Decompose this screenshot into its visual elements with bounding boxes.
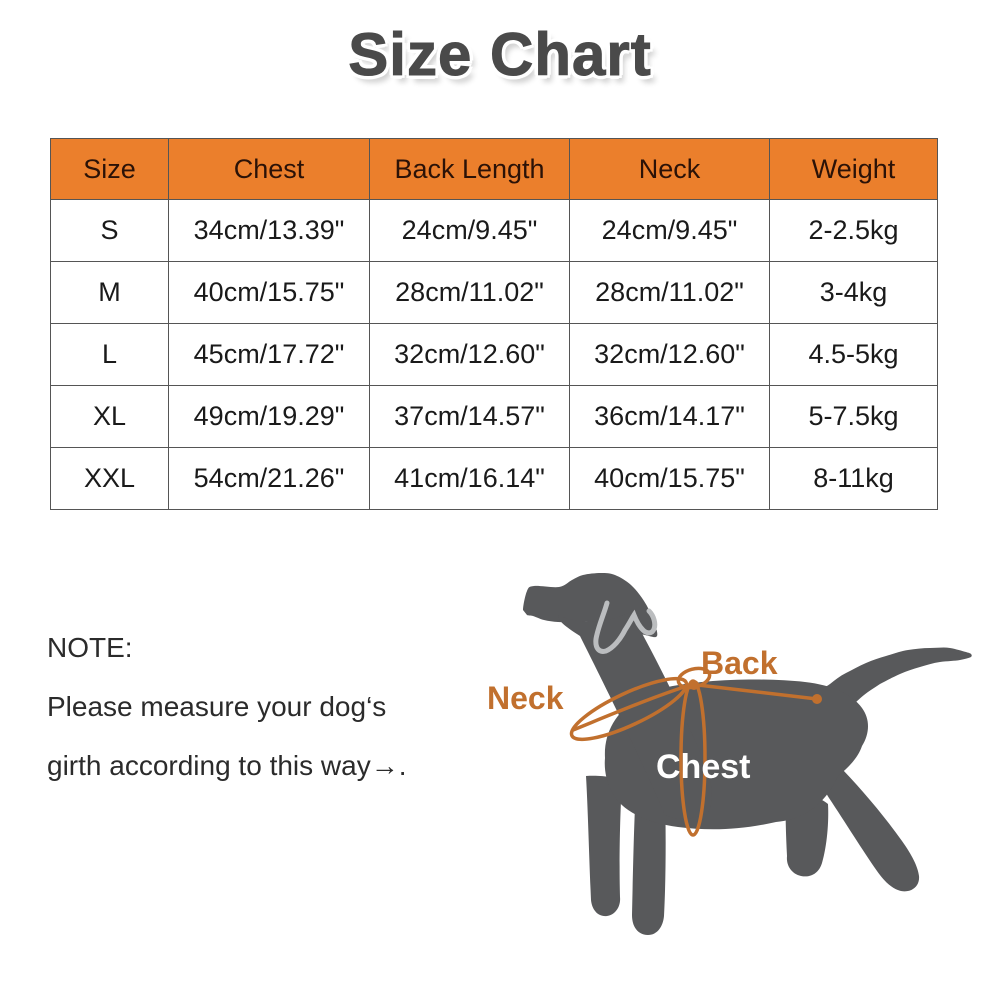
svg-text:Chest: Chest: [656, 748, 750, 786]
svg-text:Back: Back: [701, 645, 778, 681]
svg-text:Neck: Neck: [487, 680, 564, 716]
